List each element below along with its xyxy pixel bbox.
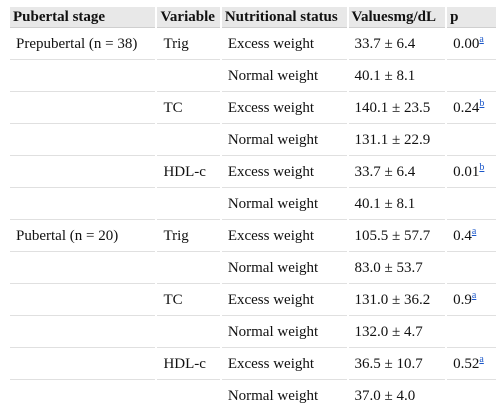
footnote-link[interactable]: a: [471, 290, 477, 301]
p-value: 0.9: [453, 292, 472, 308]
empty-cell: [157, 382, 219, 411]
footnote-marker: b: [479, 162, 484, 173]
table-row: HDL-c Excess weight 36.5 ± 10.7 0.52a: [10, 350, 496, 380]
p-value-cell: [447, 62, 496, 92]
table-row: Normal weight 132.0 ± 4.7: [10, 318, 496, 348]
table-row: HDL-c Excess weight 33.7 ± 6.4 0.01b: [10, 158, 496, 188]
footnote-marker: a: [479, 34, 483, 45]
empty-cell: [10, 190, 156, 220]
pubertal-stage-cell: Pubertal (n = 20): [10, 222, 156, 252]
nutritional-status-cell: Excess weight: [221, 158, 347, 188]
variable-cell: HDL-c: [157, 158, 220, 188]
value-cell: 131.1 ± 22.9: [348, 126, 446, 156]
footnote-link[interactable]: a: [471, 226, 477, 237]
empty-cell: [157, 126, 220, 156]
p-value-cell: [447, 126, 496, 156]
variable-cell: Trig: [157, 222, 220, 252]
header-values: Valuesmg/dL: [348, 7, 446, 28]
value-cell: 40.1 ± 8.1: [348, 62, 446, 92]
table-body: Prepubertal (n = 38) Trig Excess weight 33.…: [10, 30, 496, 411]
footnote-link[interactable]: b: [479, 98, 485, 109]
table-row: Normal weight 40.1 ± 8.1: [10, 62, 496, 92]
nutritional-status-cell: Normal weight: [221, 254, 347, 284]
value-cell: 37.0 ± 4.0: [354, 388, 416, 404]
empty-cell: [10, 158, 156, 188]
variable-cell: TC: [157, 286, 220, 316]
nutritional-status-cell: Normal weight: [227, 388, 319, 404]
header-pubertal-stage: Pubertal stage: [10, 7, 156, 28]
empty-cell: [157, 254, 220, 284]
header-variable: Variable: [157, 7, 220, 28]
variable-cell: HDL-c: [157, 350, 220, 380]
table-header: Pubertal stage Variable Nutritional stat…: [10, 7, 496, 28]
nutritional-status-cell: Excess weight: [221, 222, 347, 252]
empty-cell: [10, 350, 156, 380]
table-row: Pubertal (n = 20) Trig Excess weight 105.5 …: [10, 222, 496, 252]
results-table: Pubertal stage Variable Nutritional stat…: [8, 5, 498, 413]
empty-cell: [10, 286, 156, 316]
value-cell: 83.0 ± 53.7: [348, 254, 446, 284]
variable-cell: TC: [157, 94, 220, 124]
p-value: 0.52: [453, 356, 480, 372]
p-value-cell: [447, 254, 496, 284]
nutritional-status-cell: Normal weight: [221, 62, 347, 92]
pubertal-stage-cell: Prepubertal (n = 38): [10, 30, 156, 60]
table-row: Prepubertal (n = 38) Trig Excess weight 33.…: [10, 30, 496, 60]
value-cell: 140.1 ± 23.5: [348, 94, 446, 124]
header-nutritional-status: Nutritional status: [221, 7, 347, 28]
p-value: 0.4: [453, 228, 472, 244]
value-cell: 132.0 ± 4.7: [348, 318, 446, 348]
nutritional-status-cell: Normal weight: [221, 126, 347, 156]
footnote-marker: a: [472, 226, 476, 237]
nutritional-status-cell: Excess weight: [221, 30, 347, 60]
empty-cell: [157, 190, 220, 220]
nutritional-status-cell: Normal weight: [221, 190, 347, 220]
variable-cell: Trig: [157, 30, 220, 60]
table-row: TC Excess weight 140.1 ± 23.5 0.24b: [10, 94, 496, 124]
p-value-cell: 0.01b: [447, 158, 496, 188]
footnote-link[interactable]: a: [479, 34, 484, 45]
header-p: p: [447, 7, 496, 28]
p-value-cell: 0.00a: [447, 30, 496, 60]
table-row: Normal weight 37.0 ± 4.0: [10, 382, 496, 411]
p-value-cell: [447, 190, 496, 220]
nutritional-status-cell: Excess weight: [221, 350, 347, 380]
table-row: Normal weight 83.0 ± 53.7: [10, 254, 496, 284]
p-value: 0.24: [453, 100, 480, 116]
p-value-cell: [447, 382, 496, 411]
p-value-cell: 0.52a: [447, 350, 496, 380]
value-cell: 105.5 ± 57.7: [348, 222, 446, 252]
empty-cell: [10, 126, 156, 156]
header-row: Pubertal stage Variable Nutritional stat…: [10, 7, 496, 28]
table-row: TC Excess weight 131.0 ± 36.2 0.9a: [10, 286, 496, 316]
p-value: 0.00: [453, 36, 480, 52]
empty-cell: [10, 62, 156, 92]
footnote-marker: a: [479, 354, 483, 365]
table-row: Normal weight 131.1 ± 22.9: [10, 126, 496, 156]
p-value: 0.01: [453, 164, 480, 180]
empty-cell: [10, 382, 155, 411]
value-cell: 33.7 ± 6.4: [348, 30, 446, 60]
footnote-marker: a: [472, 290, 476, 301]
footnote-link[interactable]: a: [479, 354, 484, 365]
empty-cell: [10, 254, 156, 284]
p-value-cell: 0.9a: [447, 286, 496, 316]
footnote-link[interactable]: b: [479, 162, 485, 173]
nutritional-status-cell: Excess weight: [221, 286, 347, 316]
value-cell: 40.1 ± 8.1: [348, 190, 446, 220]
empty-cell: [10, 318, 156, 348]
footnote-marker: b: [479, 98, 484, 109]
empty-cell: [157, 318, 220, 348]
nutritional-status-cell: Normal weight: [221, 318, 347, 348]
empty-cell: [157, 62, 220, 92]
nutritional-status-cell: Excess weight: [221, 94, 347, 124]
p-value-cell: [447, 318, 496, 348]
value-cell: 36.5 ± 10.7: [348, 350, 446, 380]
p-value-cell: 0.24b: [447, 94, 496, 124]
value-cell: 33.7 ± 6.4: [348, 158, 446, 188]
empty-cell: [10, 94, 156, 124]
p-value-cell: 0.4a: [447, 222, 496, 252]
value-cell: 131.0 ± 36.2: [348, 286, 446, 316]
table-row: Normal weight 40.1 ± 8.1: [10, 190, 496, 220]
